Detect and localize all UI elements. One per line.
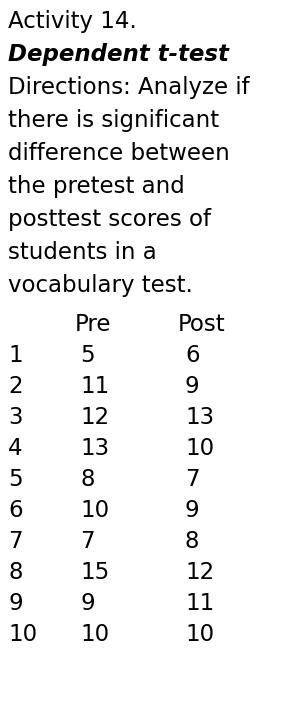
Text: Directions: Analyze if: Directions: Analyze if: [8, 76, 249, 99]
Text: 2: 2: [8, 375, 22, 398]
Text: Dependent t-test: Dependent t-test: [8, 43, 229, 66]
Text: 9: 9: [185, 375, 200, 398]
Text: 5: 5: [8, 468, 22, 491]
Text: students in a: students in a: [8, 241, 157, 264]
Text: 12: 12: [80, 406, 109, 429]
Text: 13: 13: [80, 437, 109, 460]
Text: 3: 3: [8, 406, 22, 429]
Text: 8: 8: [185, 530, 200, 553]
Text: 9: 9: [8, 592, 22, 615]
Text: 5: 5: [80, 344, 95, 367]
Text: the pretest and: the pretest and: [8, 175, 185, 198]
Text: Activity 14.: Activity 14.: [8, 10, 137, 33]
Text: 7: 7: [185, 468, 200, 491]
Text: 7: 7: [8, 530, 22, 553]
Text: Post: Post: [178, 313, 226, 336]
Text: 10: 10: [80, 623, 109, 646]
Text: posttest scores of: posttest scores of: [8, 208, 211, 231]
Text: 9: 9: [80, 592, 95, 615]
Text: 13: 13: [185, 406, 214, 429]
Text: 6: 6: [8, 499, 22, 522]
Text: 1: 1: [8, 344, 22, 367]
Text: 15: 15: [80, 561, 109, 584]
Text: there is significant: there is significant: [8, 109, 219, 132]
Text: 11: 11: [80, 375, 109, 398]
Text: 8: 8: [80, 468, 95, 491]
Text: Pre: Pre: [75, 313, 111, 336]
Text: vocabulary test.: vocabulary test.: [8, 274, 193, 297]
Text: 11: 11: [185, 592, 214, 615]
Text: 7: 7: [80, 530, 95, 553]
Text: 10: 10: [185, 437, 214, 460]
Text: 9: 9: [185, 499, 200, 522]
Text: 10: 10: [185, 623, 214, 646]
Text: 10: 10: [80, 499, 109, 522]
Text: difference between: difference between: [8, 142, 230, 165]
Text: 10: 10: [8, 623, 37, 646]
Text: 4: 4: [8, 437, 22, 460]
Text: 6: 6: [185, 344, 200, 367]
Text: 8: 8: [8, 561, 22, 584]
Text: 12: 12: [185, 561, 214, 584]
